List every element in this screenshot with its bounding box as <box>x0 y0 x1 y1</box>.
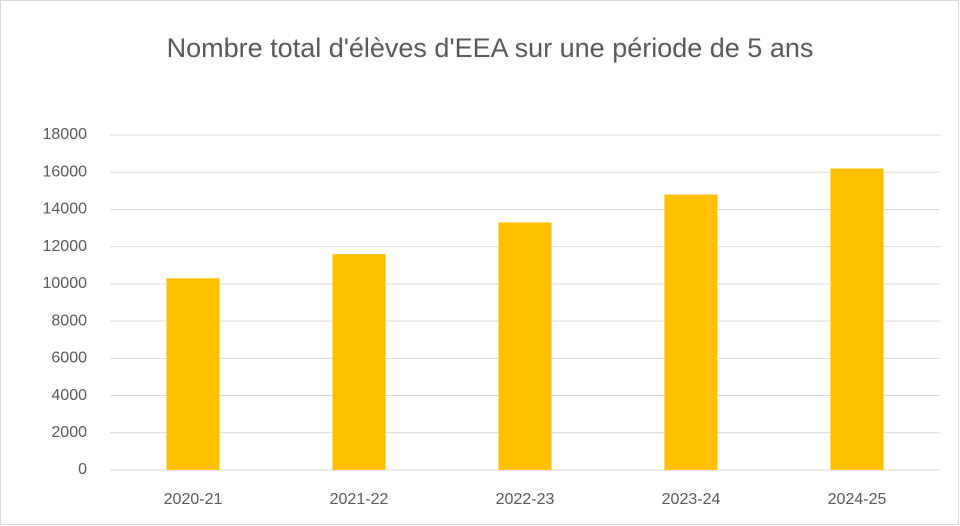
y-tick-label: 0 <box>78 461 87 478</box>
x-tick-label: 2020-21 <box>164 491 223 508</box>
x-tick-label: 2021-22 <box>330 491 389 508</box>
x-tick-label: 2023-24 <box>662 491 721 508</box>
y-tick-label: 4000 <box>51 387 87 404</box>
y-tick-label: 16000 <box>43 163 88 180</box>
y-tick-label: 8000 <box>51 312 87 329</box>
y-tick-label: 14000 <box>43 201 88 218</box>
chart-title: Nombre total d'élèves d'EEA sur une péri… <box>166 33 814 63</box>
x-tick-label: 2022-23 <box>496 491 555 508</box>
y-tick-label: 10000 <box>43 275 88 292</box>
bar <box>332 254 386 470</box>
x-tick-label: 2024-25 <box>828 491 887 508</box>
y-tick-label: 18000 <box>43 126 88 143</box>
bar <box>166 278 220 470</box>
bar <box>664 194 718 471</box>
bar <box>498 222 552 470</box>
y-tick-label: 12000 <box>43 238 88 255</box>
y-tick-label: 2000 <box>51 424 87 441</box>
y-tick-label: 6000 <box>51 350 87 367</box>
bar <box>830 168 884 470</box>
